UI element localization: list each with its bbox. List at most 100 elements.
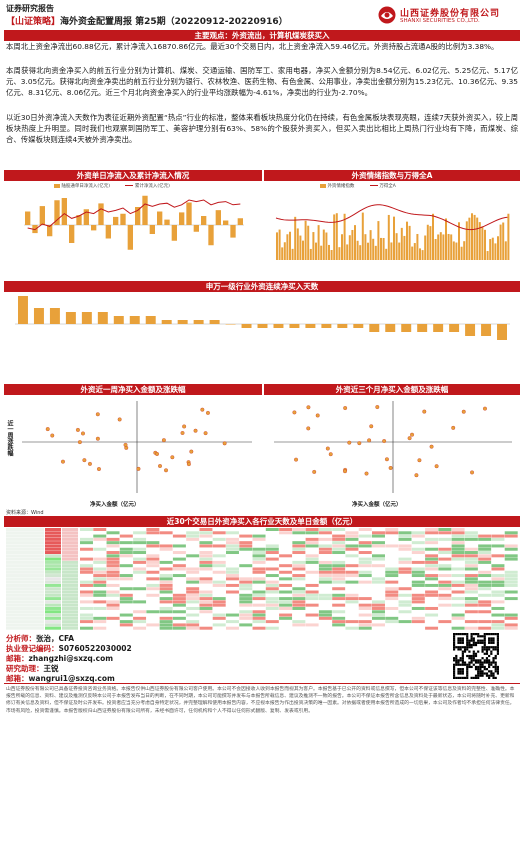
daily-amount-cell: [358, 541, 372, 545]
daily-amount-cell: [385, 528, 399, 531]
inflow-bar: [98, 203, 104, 225]
qr-module: [453, 633, 456, 636]
qr-module: [466, 668, 469, 671]
footer-divider: [4, 683, 520, 684]
daily-amount-cell: [226, 616, 239, 620]
consecutive-days-bar: [241, 324, 252, 328]
qr-module: [494, 668, 497, 671]
daily-amount-cell: [239, 567, 253, 571]
daily-amount-cell: [464, 531, 478, 535]
daily-amount-cell: [464, 534, 478, 538]
qr-module: [461, 661, 464, 664]
qr-module: [477, 672, 480, 675]
daily-amount-cell: [292, 603, 306, 607]
qr-module: [479, 641, 482, 644]
daily-amount-cell: [265, 544, 279, 548]
sentiment-bar: [380, 237, 382, 260]
daily-amount-cell: [305, 583, 319, 587]
inflow-bar: [179, 212, 185, 225]
qr-module: [488, 633, 491, 636]
daily-amount-cell: [358, 554, 372, 558]
consecutive-days-bar: [81, 312, 92, 324]
daily-amount-cell: [372, 613, 385, 617]
qr-module: [483, 633, 486, 636]
daily-amount-cell: [159, 531, 173, 535]
daily-amount-cell: [106, 616, 120, 620]
daily-amount-cell: [385, 554, 399, 558]
email-value[interactable]: zhangzhi@sxzq.com: [28, 654, 114, 663]
daily-amount-cell: [345, 541, 359, 545]
daily-amount-cell: [186, 577, 200, 581]
consecutive-days-bar: [129, 316, 140, 324]
daily-amount-cell: [265, 623, 279, 627]
inflow-bar: [215, 210, 221, 225]
days-cell: [45, 620, 61, 624]
daily-amount-cell: [491, 554, 505, 558]
daily-amount-cell: [226, 570, 239, 574]
daily-amount-cell: [265, 577, 279, 581]
daily-amount-cell: [438, 528, 452, 531]
industry-point: [364, 471, 369, 476]
daily-amount-cell: [265, 537, 279, 541]
daily-amount-cell: [93, 623, 107, 627]
daily-amount-cell: [80, 606, 93, 610]
daily-amount-cell: [146, 623, 160, 627]
daily-amount-cell: [478, 547, 492, 551]
daily-amount-cell: [464, 544, 478, 548]
daily-amount-cell: [305, 554, 319, 558]
qr-module: [472, 637, 475, 640]
daily-amount-cell: [119, 587, 133, 591]
qr-module: [468, 663, 471, 666]
consecutive-days-bar: [497, 324, 507, 340]
daily-amount-cell: [332, 583, 346, 587]
daily-amount-cell: [119, 560, 133, 564]
daily-amount-cell: [358, 593, 372, 597]
industry-point: [117, 417, 122, 422]
sentiment-bar: [393, 216, 395, 260]
daily-amount-cell: [212, 528, 226, 531]
daily-amount-cell: [332, 528, 346, 531]
qr-module: [483, 641, 486, 644]
qr-module: [457, 641, 460, 644]
daily-amount-cell: [186, 616, 200, 620]
daily-amount-cell: [318, 551, 332, 555]
daily-amount-cell: [133, 557, 147, 561]
daily-amount-cell: [425, 541, 439, 545]
inflow-bar: [47, 225, 53, 237]
daily-amount-cell: [305, 564, 319, 568]
daily-amount-cell: [80, 587, 93, 591]
daily-amount-cell: [199, 616, 213, 620]
daily-amount-cell: [345, 577, 359, 581]
daily-amount-cell: [345, 600, 359, 604]
assistant-label: 研究助理：: [6, 664, 44, 673]
qr-module: [481, 663, 484, 666]
daily-amount-cell: [504, 544, 518, 548]
daily-amount-cell: [478, 597, 492, 601]
daily-amount-cell: [398, 590, 412, 594]
sentiment-bar: [491, 237, 494, 260]
consecutive-days-bar: [113, 316, 124, 324]
days-cell: [45, 597, 61, 601]
daily-amount-cell: [172, 623, 186, 627]
daily-amount-cell: [172, 580, 186, 584]
daily-amount-cell: [464, 537, 478, 541]
daily-amount-cell: [318, 620, 332, 624]
daily-amount-cell: [478, 613, 492, 617]
daily-amount-cell: [438, 626, 452, 630]
daily-amount-cell: [119, 600, 133, 604]
sentiment-bar: [437, 234, 440, 260]
daily-amount-cell: [133, 551, 147, 555]
daily-amount-cell: [292, 620, 306, 624]
chart4-xlabel: 净买入金额（亿元）: [90, 502, 140, 508]
daily-amount-cell: [425, 564, 439, 568]
sentiment-bar: [434, 239, 437, 260]
qr-module: [470, 646, 473, 649]
daily-amount-cell: [411, 554, 425, 558]
email-value[interactable]: wangrui1@sxzq.com: [28, 674, 115, 683]
daily-amount-cell: [411, 616, 425, 620]
daily-amount-cell: [252, 534, 266, 538]
qr-module: [461, 670, 464, 673]
daily-amount-cell: [372, 626, 385, 630]
industry-point: [451, 425, 456, 430]
daily-amount-cell: [318, 593, 332, 597]
